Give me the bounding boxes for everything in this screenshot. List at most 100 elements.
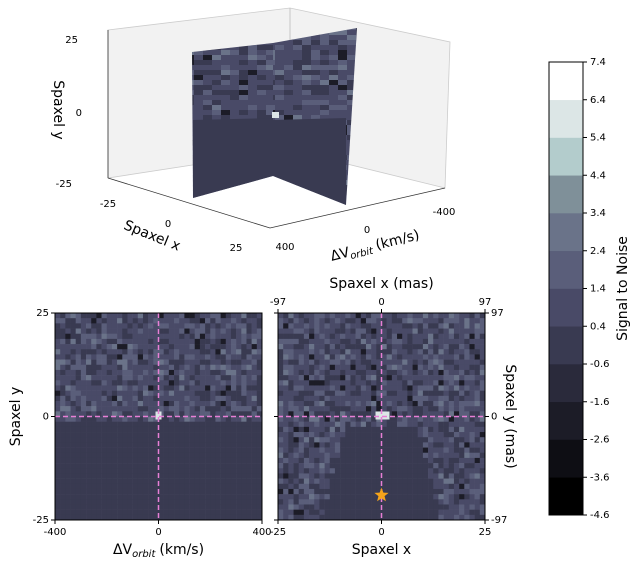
noise-pixel [464,359,470,366]
noise-pixel [345,447,351,454]
noise-pixel [433,457,439,464]
noise-pixel [365,349,372,355]
noise-pixel [111,313,118,319]
noise-pixel [417,483,424,490]
noise-pixel [381,504,387,510]
noise-pixel [137,411,144,417]
noise-pixel [86,483,92,490]
noise-pixel [340,499,346,505]
noise-pixel [448,432,455,438]
noise-pixel [91,349,97,355]
noise-pixel [230,100,240,106]
noise-pixel [239,210,248,215]
noise-pixel [320,80,330,86]
noise-pixel [302,70,312,76]
noise-pixel [251,328,258,334]
noise-pixel [174,359,180,366]
noise-pixel [275,215,284,220]
noise-pixel [65,499,71,505]
noise-pixel [448,504,455,510]
noise-pixel [203,215,212,220]
noise-pixel [469,380,475,386]
noise-pixel [443,478,450,485]
noise-pixel [417,375,424,381]
noise-pixel [168,447,175,454]
noise-pixel [266,70,273,76]
noise-pixel [397,447,403,454]
noise-pixel [371,369,377,376]
noise-pixel [381,473,387,479]
noise-pixel [345,514,351,521]
noise-pixel [288,313,294,319]
noise-pixel [75,426,82,433]
noise-pixel [230,432,237,438]
noise-pixel [137,426,144,433]
noise-pixel [256,509,263,516]
noise-pixel [340,338,346,345]
noise-pixel [192,85,195,91]
noise-pixel [215,426,221,433]
noise-pixel [320,115,330,121]
noise-pixel [236,323,242,329]
noise-pixel [158,473,164,479]
noise-pixel [329,205,338,210]
noise-pixel [210,400,216,407]
noise-pixel [65,478,71,485]
noise-pixel [256,499,263,505]
noise-pixel [65,400,71,407]
noise-pixel [101,354,108,360]
noise-pixel [194,60,204,66]
noise-pixel [448,395,455,402]
noise-pixel [220,478,227,485]
noise-pixel [199,463,206,469]
noise-pixel [273,100,276,106]
noise-pixel [453,390,460,397]
noise-pixel [132,473,139,479]
noise-pixel [428,354,434,360]
noise-pixel [459,437,465,443]
noise-pixel [438,499,444,505]
noise-pixel [132,432,139,438]
noise-pixel [381,406,387,412]
noise-pixel [101,395,108,402]
noise-pixel [402,437,408,443]
noise-pixel [194,514,201,521]
noise-pixel [75,380,82,386]
noise-pixel [106,333,113,340]
noise-pixel [397,478,403,485]
noise-pixel [241,369,247,376]
noise-pixel [479,323,486,329]
noise-pixel [163,395,170,402]
noise-pixel [163,406,170,412]
noise-pixel [479,457,486,464]
noise-pixel [106,349,113,355]
noise-pixel [314,447,320,454]
noise-pixel [412,483,419,490]
noise-pixel [417,463,424,469]
noise-pixel [163,318,170,324]
noise-pixel [345,333,351,340]
noise-pixel [474,514,481,521]
noise-pixel [137,390,144,397]
noise-pixel [127,416,133,422]
noise-pixel [117,426,123,433]
noise-pixel [365,323,372,329]
noise-pixel [412,364,419,371]
noise-pixel [239,105,249,111]
x-tick-label: 0 [155,527,161,538]
noise-pixel [381,488,387,495]
noise-pixel [251,344,258,350]
noise-pixel [236,416,242,422]
noise-pixel [340,442,346,448]
noise-pixel [303,344,310,350]
noise-pixel [189,375,196,381]
noise-pixel [293,421,299,428]
noise-pixel [428,400,434,407]
noise-pixel [230,411,237,417]
noise-pixel [453,369,460,376]
noise-pixel [179,395,185,402]
noise-pixel [469,338,475,345]
noise-pixel [212,80,222,86]
noise-pixel [179,426,185,433]
noise-pixel [106,432,113,438]
